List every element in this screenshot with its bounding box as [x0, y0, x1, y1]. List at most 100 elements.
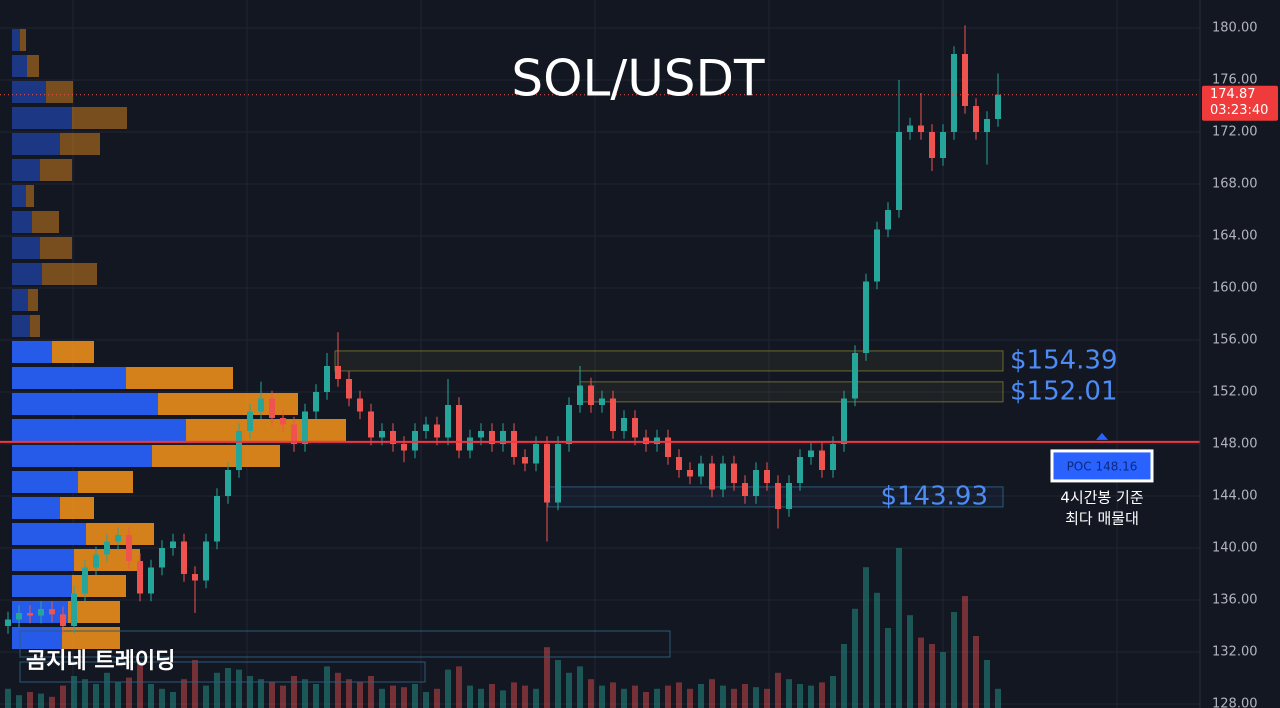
candle-body	[885, 210, 891, 230]
volume-bar	[588, 679, 594, 708]
poc-label: POC 148.16	[1067, 459, 1138, 473]
candle-body	[973, 106, 979, 132]
volume-bar	[181, 679, 187, 708]
last-price-box	[1202, 85, 1278, 121]
candle-body	[60, 614, 66, 626]
candles	[5, 25, 1001, 634]
candle-body	[445, 405, 451, 438]
candle-body	[654, 437, 660, 444]
volume-bar	[423, 692, 429, 708]
candle-body	[665, 437, 671, 457]
candle-body	[148, 567, 154, 594]
candle-body	[357, 398, 363, 412]
candle-body	[555, 444, 561, 503]
candle-body	[940, 132, 946, 158]
y-tick-label: 144.00	[1212, 489, 1258, 504]
candle-body	[115, 535, 121, 542]
volume-bar	[852, 608, 858, 708]
volume-bar	[159, 688, 165, 708]
candle-body	[786, 483, 792, 509]
candle-body	[192, 574, 198, 581]
volume-bar	[291, 676, 297, 708]
volume-bar	[753, 687, 759, 708]
volume-bar	[698, 684, 704, 708]
profile-up	[12, 133, 60, 155]
profile-down	[32, 211, 59, 233]
last-price-label: 174.87	[1210, 87, 1256, 102]
volume-bar	[533, 688, 539, 708]
candle-body	[720, 463, 726, 490]
profile-down	[126, 367, 233, 389]
candle-body	[808, 450, 814, 457]
volume-bar	[544, 647, 550, 708]
volume-bar	[467, 685, 473, 708]
profile-down	[72, 107, 127, 129]
volume-bar	[390, 685, 396, 708]
y-tick-label: 172.00	[1212, 125, 1258, 140]
profile-up	[12, 237, 40, 259]
profile-down	[158, 393, 298, 415]
volume-bar	[522, 685, 528, 708]
profile-up	[12, 523, 86, 545]
candle-body	[104, 541, 110, 555]
chart-title: SOL/USDT	[511, 50, 765, 108]
y-tick-label: 156.00	[1212, 333, 1258, 348]
volume-bar	[214, 672, 220, 708]
level-label: $154.39	[1010, 345, 1118, 375]
y-tick-label: 132.00	[1212, 645, 1258, 660]
profile-down	[86, 523, 154, 545]
candle-body	[159, 548, 165, 568]
candle-body	[214, 496, 220, 542]
profile-up	[12, 289, 28, 311]
candle-body	[709, 463, 715, 490]
volume-bar	[203, 685, 209, 708]
candle-body	[291, 424, 297, 444]
y-tick-label: 160.00	[1212, 281, 1258, 296]
candle-body	[82, 567, 88, 594]
y-tick-label: 152.00	[1212, 385, 1258, 400]
volume-bar	[599, 685, 605, 708]
volume-bar	[808, 685, 814, 708]
candle-body	[896, 132, 902, 210]
volume-bar	[170, 692, 176, 708]
candle-body	[5, 619, 11, 626]
profile-up	[12, 341, 52, 363]
candle-body	[225, 470, 231, 496]
candle-body	[863, 281, 869, 353]
profile-down	[27, 55, 39, 77]
volume-bar	[335, 672, 341, 708]
volume-bar	[764, 688, 770, 708]
poc-box	[1050, 449, 1154, 483]
candle-body	[918, 125, 924, 132]
profile-up	[12, 575, 72, 597]
profile-down	[30, 315, 40, 337]
y-tick-label: 164.00	[1212, 229, 1258, 244]
candle-body	[533, 444, 539, 464]
volume	[5, 548, 1001, 708]
profile-down	[62, 627, 120, 649]
volume-bar	[654, 688, 660, 708]
volume-bar	[324, 666, 330, 708]
y-tick-label: 140.00	[1212, 541, 1258, 556]
candle-body	[951, 54, 957, 132]
candle-body	[456, 405, 462, 451]
profile-down	[40, 237, 72, 259]
candle-body	[258, 398, 264, 412]
candle-body	[907, 125, 913, 132]
y-tick-label: 128.00	[1212, 697, 1258, 708]
volume-bar	[60, 685, 66, 708]
countdown: 03:23:40	[1210, 103, 1268, 118]
candle-body	[775, 483, 781, 509]
volume-profile	[12, 29, 346, 649]
y-tick-label: 136.00	[1212, 593, 1258, 608]
volume-bar	[247, 676, 253, 708]
profile-up	[12, 367, 126, 389]
volume-bar	[555, 660, 561, 708]
candle-body	[368, 411, 374, 438]
volume-bar	[49, 696, 55, 708]
candle-body	[170, 541, 176, 548]
candle-body	[302, 411, 308, 444]
volume-bar	[137, 663, 143, 708]
profile-down	[28, 289, 38, 311]
